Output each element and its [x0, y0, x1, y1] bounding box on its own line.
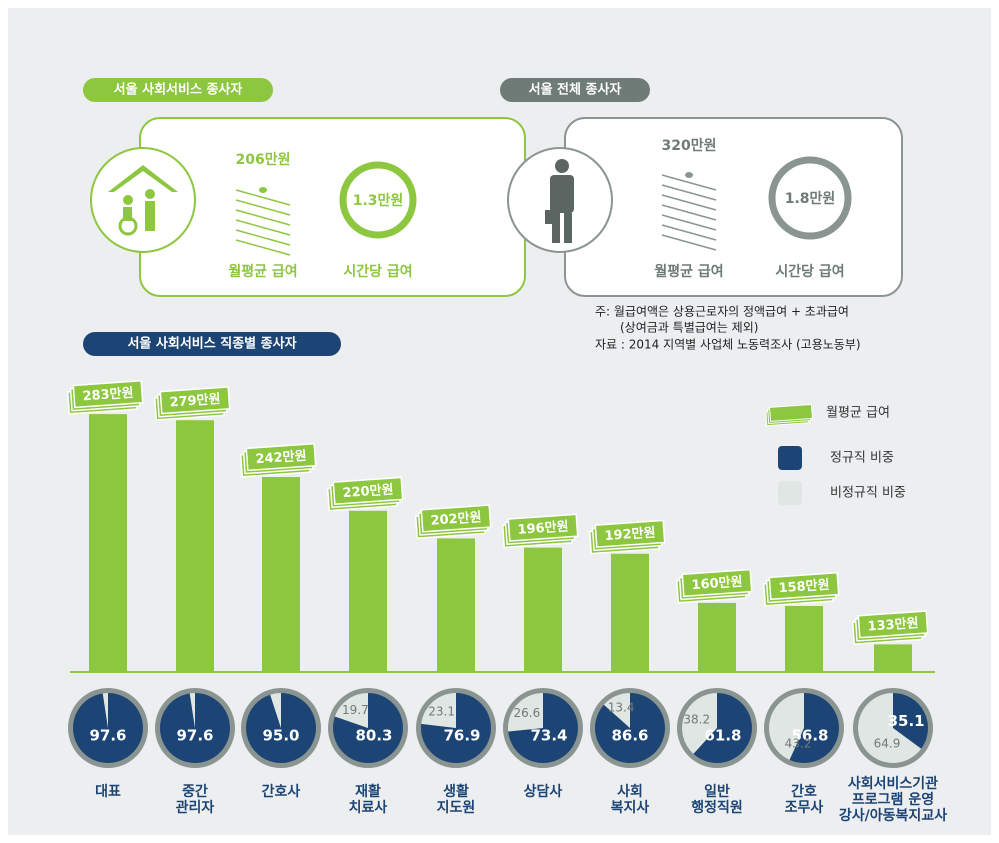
paper-stack-icon	[236, 185, 290, 255]
value-label: 283만원	[67, 381, 143, 414]
infographic: 서울 사회서비스 종사자 206만원 월평균 급여 1.3만원 시간당 급여 서…	[0, 0, 999, 843]
bar	[437, 538, 475, 672]
pie-label: 13.4	[608, 701, 635, 715]
legend-swatch	[770, 404, 813, 421]
value-label: 279만원	[154, 387, 230, 420]
note: (상여금과 특별급여는 제외)	[620, 321, 758, 335]
legend-label: 비정규직 비중	[830, 486, 906, 501]
note: 주: 월급여액은 상용근로자의 정액급여 + 초과급여	[595, 305, 849, 319]
pie-label: 19.7	[342, 703, 369, 717]
hourly-label: 시간당 급여	[775, 263, 844, 280]
pie-label: 95.0	[262, 727, 299, 745]
bar	[176, 420, 214, 672]
bar	[89, 414, 127, 672]
panel-box	[565, 118, 902, 296]
bar	[698, 603, 736, 672]
pie-label: 23.1	[428, 704, 455, 718]
pie-label: 86.6	[611, 727, 648, 745]
bar	[874, 644, 912, 672]
pie-label: 97.6	[89, 727, 126, 745]
pie-label: 35.1	[888, 712, 925, 730]
chart-title: 서울 사회서비스 직종별 종사자	[127, 336, 296, 352]
value-label: 133만원	[852, 611, 928, 644]
monthly-amount: 320만원	[662, 138, 717, 154]
pie-label: 97.6	[176, 727, 213, 745]
monthly-amount: 206만원	[236, 152, 291, 168]
pie-label: 80.3	[355, 727, 392, 745]
monthly-label: 월평균 급여	[228, 263, 297, 280]
pie-label: 73.4	[530, 727, 567, 745]
value-label: 202만원	[415, 505, 491, 538]
pie-label: 38.2	[683, 713, 710, 727]
panel-title: 서울 전체 종사자	[529, 82, 622, 98]
legend-label: 월평균 급여	[826, 406, 890, 421]
icon-circle	[91, 148, 195, 252]
value-label: 192만원	[589, 520, 665, 553]
legend-swatch	[778, 481, 802, 505]
value-label: 220만원	[327, 477, 403, 510]
pie-label: 61.8	[704, 727, 741, 745]
bar	[785, 606, 823, 672]
pie-label: 76.9	[443, 727, 480, 745]
monthly-label: 월평균 급여	[654, 263, 723, 280]
bar	[349, 511, 387, 672]
bar	[262, 477, 300, 672]
value-label: 158만원	[763, 573, 839, 606]
hourly-amount: 1.3만원	[353, 193, 404, 209]
value-label: 160만원	[676, 570, 752, 603]
pie-label: 64.9	[874, 737, 901, 751]
category-label: 사회서비스기관 프로그램 운영 강사/아동복지교사	[818, 776, 968, 824]
bar	[524, 548, 562, 672]
pie-label: 43.2	[785, 737, 812, 751]
bar	[611, 554, 649, 672]
hourly-label: 시간당 급여	[343, 263, 412, 280]
legend-swatch	[778, 446, 802, 470]
pie-label: 26.6	[514, 706, 541, 720]
value-label: 196만원	[502, 514, 578, 547]
legend-label: 정규직 비중	[830, 451, 894, 466]
page: 서울 사회서비스 종사자 206만원 월평균 급여 1.3만원 시간당 급여 서…	[0, 0, 999, 843]
hourly-amount: 1.8만원	[785, 191, 836, 207]
panel-title: 서울 사회서비스 종사자	[114, 82, 243, 98]
panel-box	[140, 118, 525, 296]
note: 자료 : 2014 지역별 사업체 노동력조사 (고용노동부)	[595, 338, 861, 352]
value-label: 242만원	[240, 444, 316, 477]
